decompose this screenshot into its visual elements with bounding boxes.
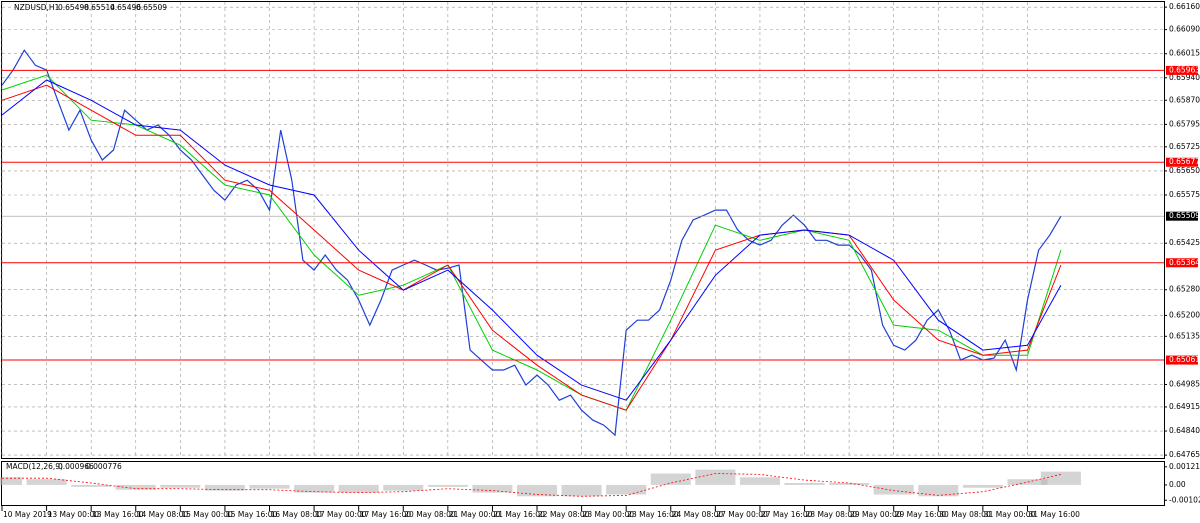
macd-bar bbox=[561, 484, 602, 497]
y-tick-label: 0.64765 bbox=[1169, 450, 1200, 459]
y-tick-label: 0.65280 bbox=[1169, 285, 1200, 294]
x-tick-label: 31 May 16:00 bbox=[1028, 510, 1080, 519]
macd-bar bbox=[784, 482, 825, 485]
macd-bar bbox=[427, 484, 468, 487]
ohlc-close: 0.65509 bbox=[136, 3, 167, 12]
macd-bar bbox=[26, 479, 67, 485]
x-tick-label: 24 May 08:00 bbox=[672, 510, 724, 519]
y-tick-label: 0.65425 bbox=[1169, 238, 1200, 247]
macd-bar bbox=[204, 484, 245, 491]
symbol: NZDUSD,H1 bbox=[14, 3, 60, 12]
level-label: 0.65963 bbox=[1169, 65, 1200, 74]
ohlc-high: 0.65514 bbox=[84, 3, 115, 12]
signal-line bbox=[2, 473, 1061, 497]
x-tick-label: 15 May 00:00 bbox=[181, 510, 233, 519]
y-tick-label: 0.65795 bbox=[1169, 119, 1200, 128]
y-tick-label: 0.64985 bbox=[1169, 379, 1200, 388]
level-label: 0.65061 bbox=[1169, 355, 1200, 364]
macd-bar bbox=[115, 484, 156, 490]
macd-bar bbox=[71, 484, 112, 487]
y-tick-label: 0.65650 bbox=[1169, 166, 1200, 175]
x-tick-label: 13 May 16:00 bbox=[92, 510, 144, 519]
y-tick-label: 0.65135 bbox=[1169, 331, 1200, 340]
macd-bar bbox=[1007, 479, 1048, 485]
macd-bar bbox=[472, 484, 513, 493]
y-tick-label: 0.64840 bbox=[1169, 426, 1200, 435]
current-price-label: 0.65509 bbox=[1169, 211, 1200, 220]
macd-bar bbox=[650, 473, 691, 485]
x-tick-label: 21 May 16:00 bbox=[493, 510, 545, 519]
level-label: 0.65364 bbox=[1169, 258, 1200, 267]
level-label-box bbox=[1166, 157, 1198, 167]
macd-bar bbox=[1040, 471, 1081, 485]
y-tick-label: 0.65725 bbox=[1169, 142, 1200, 151]
macd-bar bbox=[383, 484, 424, 491]
level-label-box bbox=[1166, 258, 1198, 268]
x-tick-label: 23 May 16:00 bbox=[627, 510, 679, 519]
price-line bbox=[1, 84, 1062, 411]
price-line bbox=[1, 79, 1062, 401]
price-line bbox=[1, 74, 1062, 411]
price-line bbox=[1, 49, 1062, 437]
macd-bar bbox=[829, 482, 870, 485]
x-tick-label: 21 May 00:00 bbox=[449, 510, 501, 519]
x-tick-label: 14 May 08:00 bbox=[137, 510, 189, 519]
macd-bar bbox=[249, 484, 290, 489]
x-tick-label: 17 May 00:00 bbox=[315, 510, 367, 519]
y-tick-label: 0.65575 bbox=[1169, 190, 1200, 199]
x-tick-label: 27 May 00:00 bbox=[716, 510, 768, 519]
ohlc-open: 0.65498 bbox=[58, 3, 89, 12]
x-tick-label: 30 May 08:00 bbox=[939, 510, 991, 519]
macd-bar bbox=[695, 469, 736, 485]
ohlc-low: 0.65496 bbox=[110, 3, 141, 12]
y-tick-label: 0.66160 bbox=[1169, 2, 1200, 11]
macd-bar bbox=[918, 484, 959, 497]
macd-bar bbox=[962, 484, 1003, 488]
macd-bar bbox=[0, 477, 22, 485]
macd-bar bbox=[294, 484, 335, 493]
x-tick-label: 29 May 16:00 bbox=[895, 510, 947, 519]
x-tick-label: 29 May 00:00 bbox=[850, 510, 902, 519]
macd-title: MACD(12,26,9) bbox=[6, 462, 63, 471]
x-tick-label: 23 May 00:00 bbox=[583, 510, 635, 519]
x-tick-label: 31 May 00:00 bbox=[984, 510, 1036, 519]
x-tick-label: 15 May 16:00 bbox=[226, 510, 278, 519]
x-tick-label: 17 May 16:00 bbox=[360, 510, 412, 519]
y-tick-label: 0.65200 bbox=[1169, 310, 1200, 319]
x-tick-label: 20 May 08:00 bbox=[404, 510, 456, 519]
x-tick-label: 22 May 08:00 bbox=[538, 510, 590, 519]
macd-main: 0.000966 bbox=[58, 462, 94, 471]
macd-bar bbox=[338, 484, 379, 493]
y-tick-label: 0.66090 bbox=[1169, 25, 1200, 34]
macd-bar bbox=[160, 484, 201, 488]
x-tick-label: 13 May 00:00 bbox=[48, 510, 100, 519]
y-tick-label: 0.65940 bbox=[1169, 73, 1200, 82]
y-tick-label: 0.00121 bbox=[1169, 462, 1200, 471]
x-tick-label: 16 May 08:00 bbox=[271, 510, 323, 519]
x-tick-label: 10 May 2019 bbox=[3, 510, 52, 519]
header: NZDUSD,H1 0.65498 0.65514 0.65496 0.6550… bbox=[6, 3, 167, 471]
y-tick-label: 0.66015 bbox=[1169, 49, 1200, 58]
macd-signal: 0.000776 bbox=[86, 462, 122, 471]
y-tick-label: 0.65870 bbox=[1169, 95, 1200, 104]
level-label-box bbox=[1166, 65, 1198, 75]
x-tick-label: 27 May 16:00 bbox=[761, 510, 813, 519]
level-label-box bbox=[1166, 355, 1198, 365]
y-tick-label: 0.64915 bbox=[1169, 402, 1200, 411]
y-tick-label: 0.00 bbox=[1169, 480, 1186, 489]
macd-bar bbox=[739, 477, 780, 485]
macd-bar bbox=[606, 484, 647, 495]
current-price-box bbox=[1166, 211, 1198, 221]
x-tick-label: 28 May 08:00 bbox=[806, 510, 858, 519]
y-tick-label: -0.001023 bbox=[1169, 495, 1200, 504]
macd-bar bbox=[873, 484, 914, 495]
main-panel bbox=[1, 1, 1165, 459]
macd-bar bbox=[517, 484, 558, 497]
level-label: 0.65677 bbox=[1169, 157, 1200, 166]
